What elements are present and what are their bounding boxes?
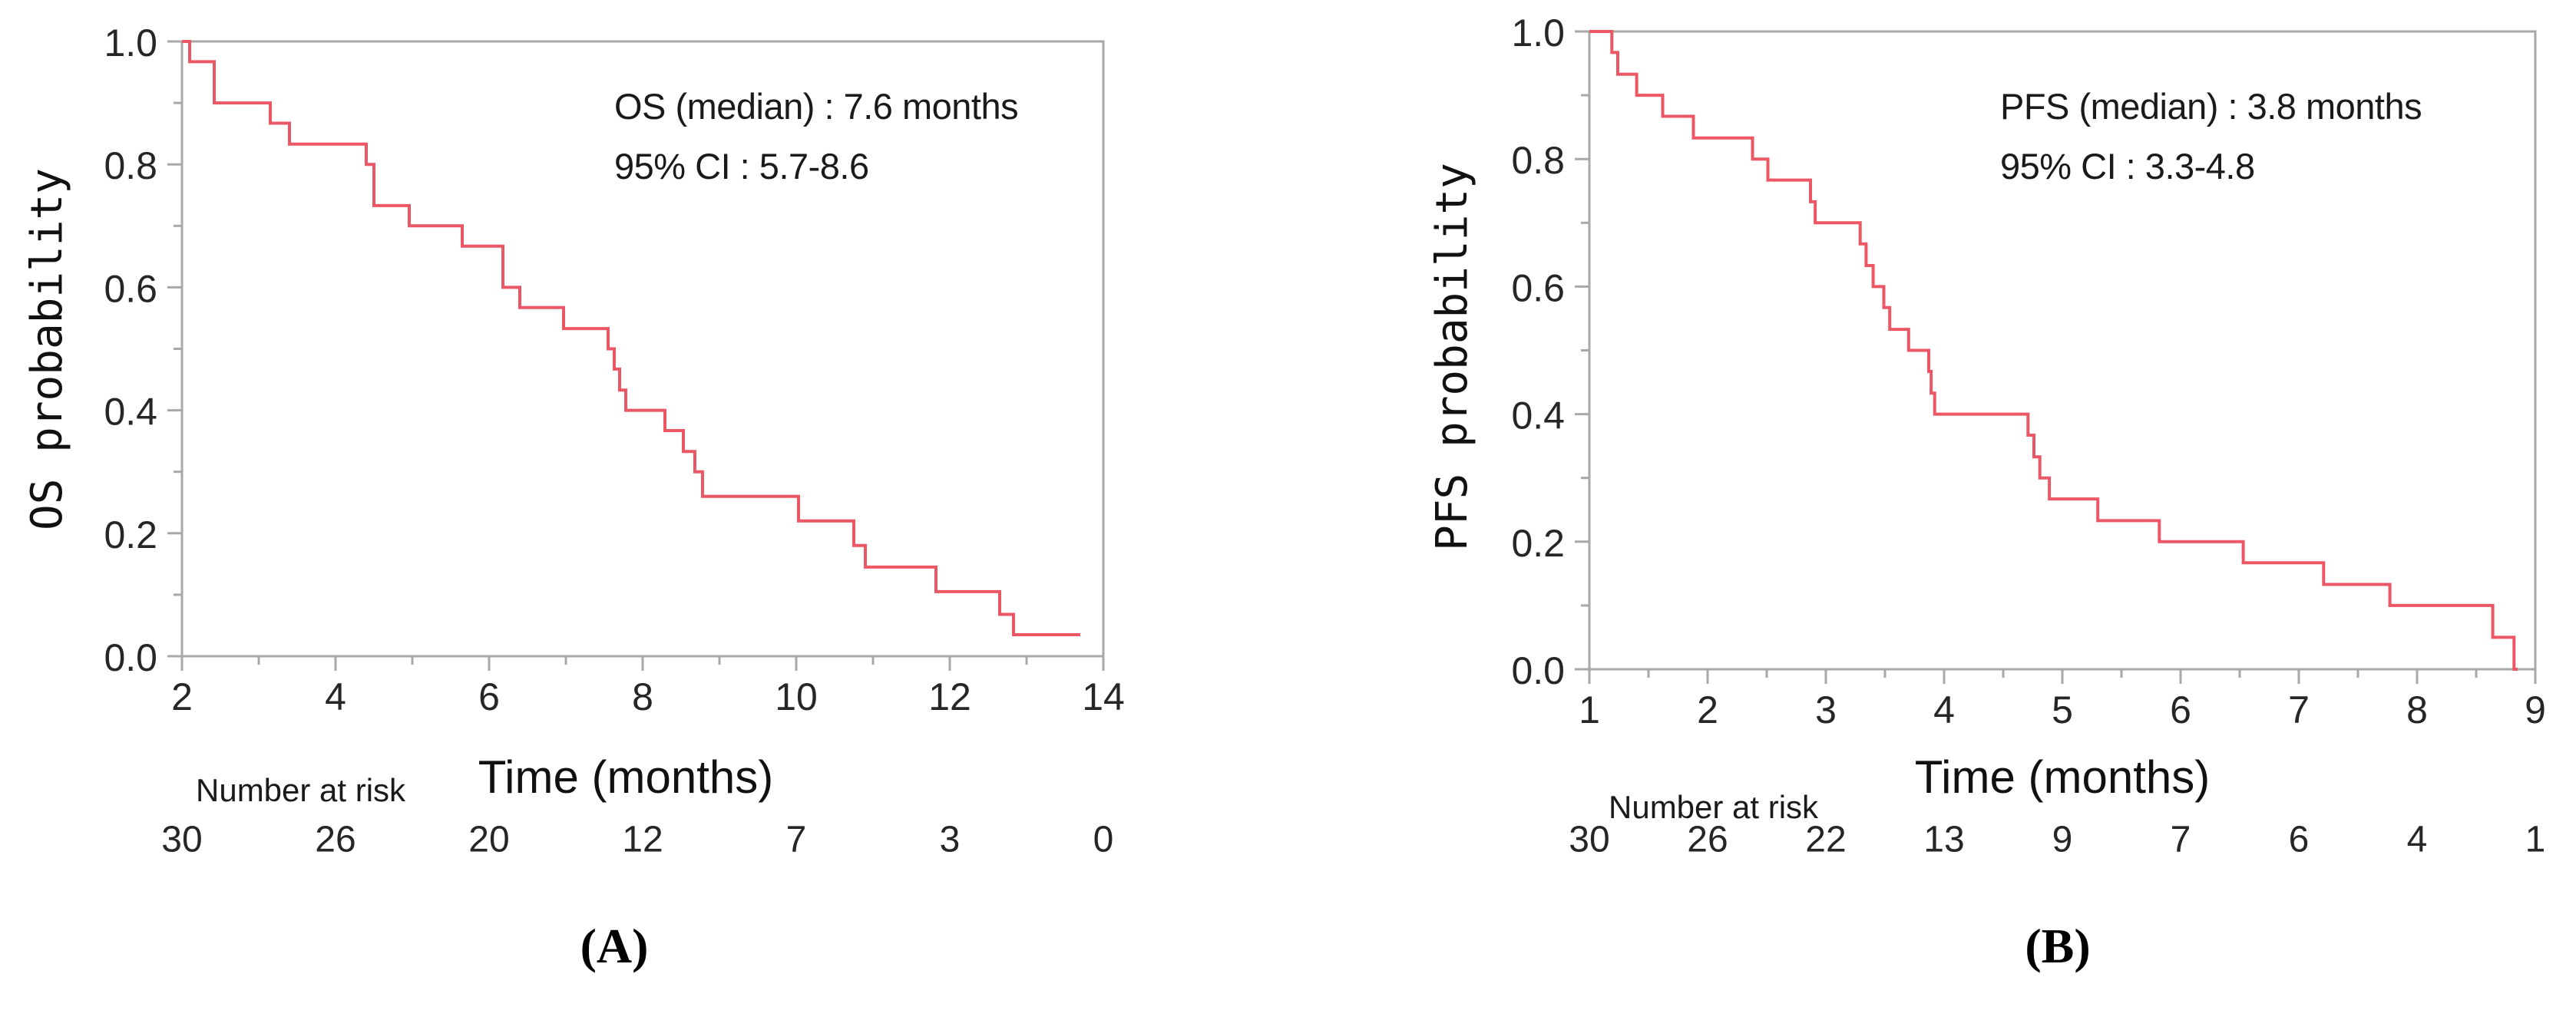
annotation-pfs-ci: 95% CI : 3.3-4.8: [2000, 146, 2255, 187]
x-tick-label: 14: [1082, 675, 1125, 718]
risk-count: 30: [1569, 820, 1609, 860]
annotation-pfs: PFS (median) : 3.8 months 95% CI : 3.3-4…: [2000, 77, 2422, 196]
annotation-pfs-median: PFS (median) : 3.8 months: [2000, 86, 2422, 127]
y-tick-label: 1.0: [1511, 12, 1565, 54]
x-tick-label: 12: [928, 675, 971, 718]
y-tick-label: 0.8: [104, 144, 157, 187]
y-tick-label: 0.6: [1511, 266, 1565, 309]
y-tick-label: 0.6: [104, 267, 157, 310]
x-tick-label: 2: [1697, 688, 1718, 731]
x-tick-label: 9: [2525, 688, 2546, 731]
y-axis-label-pfs: PFS probability: [1427, 163, 1477, 551]
risk-count: 20: [468, 820, 509, 860]
y-tick-label: 0.0: [104, 636, 157, 679]
y-tick-label: 0.4: [104, 391, 157, 434]
panel-label-a: (A): [580, 919, 649, 973]
y-tick-label: 1.0: [104, 21, 157, 64]
risk-count: 4: [2407, 820, 2428, 860]
number-at-risk-label-b: Number at risk: [1609, 789, 1819, 825]
risk-count: 30: [161, 820, 202, 860]
risk-count: 1: [2525, 820, 2546, 860]
x-tick-label: 1: [1579, 688, 1600, 731]
annotation-os-ci: 95% CI : 5.7-8.6: [614, 146, 869, 187]
x-tick-label: 8: [632, 675, 653, 718]
risk-count: 9: [2052, 820, 2073, 860]
y-axis-label-os: OS probability: [22, 168, 72, 531]
annotation-os: OS (median) : 7.6 months 95% CI : 5.7-8.…: [614, 77, 1019, 196]
x-tick-label: 6: [478, 675, 500, 718]
x-tick-label: 4: [1933, 688, 1955, 731]
risk-count: 7: [2171, 820, 2191, 860]
y-tick-label: 0.2: [104, 513, 157, 556]
x-axis-label-a: Time (months): [478, 751, 774, 803]
x-tick-label: 2: [171, 675, 193, 718]
number-at-risk-label-a: Number at risk: [196, 772, 406, 808]
y-tick-label: 0.4: [1511, 394, 1565, 437]
y-tick-label: 0.2: [1511, 522, 1565, 565]
x-tick-label: 10: [775, 675, 818, 718]
annotation-os-median: OS (median) : 7.6 months: [614, 86, 1019, 127]
risk-count: 7: [786, 820, 807, 860]
x-axis-label-b: Time (months): [1914, 751, 2211, 803]
y-tick-label: 0.0: [1511, 649, 1565, 692]
y-tick-label: 0.8: [1511, 139, 1565, 182]
risk-count: 0: [1093, 820, 1114, 860]
risk-count: 12: [622, 820, 663, 860]
x-tick-label: 6: [2170, 688, 2191, 731]
panel-label-b: (B): [2025, 919, 2091, 973]
risk-count: 26: [315, 820, 355, 860]
x-tick-label: 3: [1815, 688, 1837, 731]
risk-count: 13: [1923, 820, 1964, 860]
x-tick-label: 8: [2406, 688, 2428, 731]
x-tick-label: 7: [2288, 688, 2310, 731]
risk-count: 3: [940, 820, 961, 860]
x-tick-label: 4: [325, 675, 346, 718]
risk-count: 6: [2289, 820, 2310, 860]
x-tick-label: 5: [2052, 688, 2073, 731]
